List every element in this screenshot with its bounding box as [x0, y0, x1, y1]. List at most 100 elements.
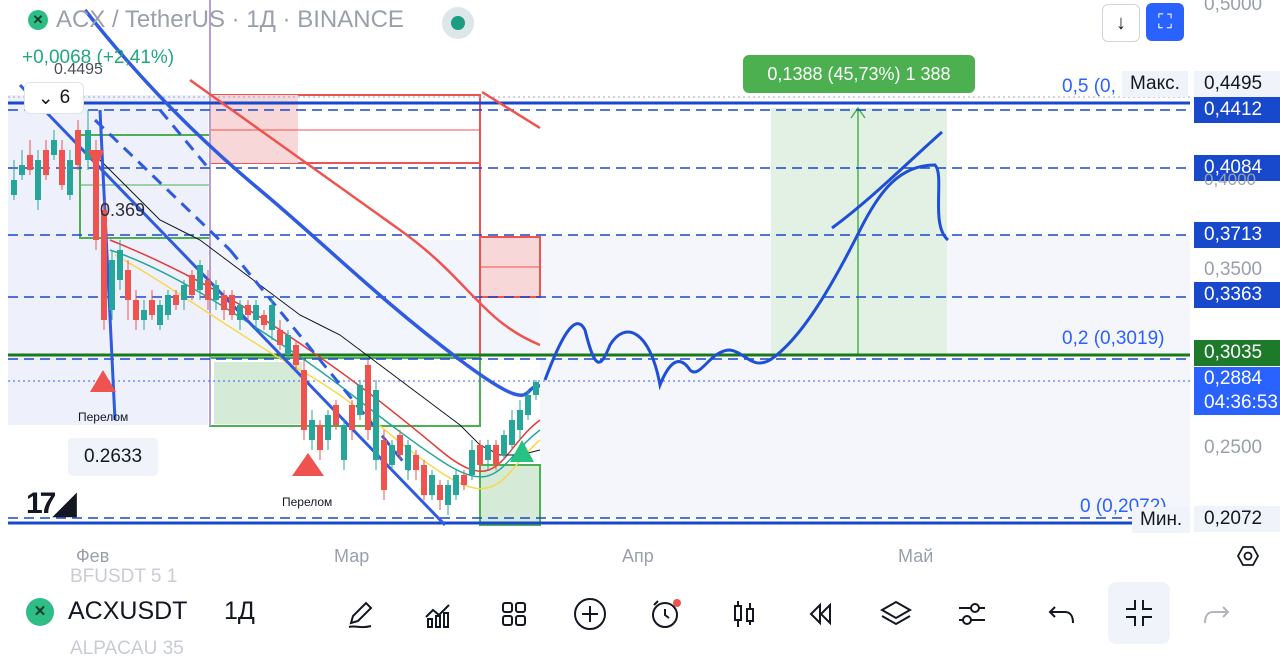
- candle-body: [413, 455, 419, 470]
- green-zone-box-2: [479, 464, 541, 526]
- candle-body: [229, 295, 235, 315]
- time-axis[interactable]: Фев Мар Апр Май: [0, 540, 1280, 576]
- candle-body: [269, 305, 275, 330]
- candle-body: [181, 285, 187, 300]
- time-tick-mar: Мар: [334, 546, 370, 566]
- arrow-down-button[interactable]: ↓: [1102, 4, 1140, 42]
- candle-body: [35, 160, 41, 200]
- candle-body: [349, 405, 355, 430]
- symbol-header[interactable]: ✕ ACX / TetherUS · 1Д · BINANCE: [28, 6, 404, 34]
- candle-body: [333, 405, 339, 425]
- templates-icon[interactable]: [494, 594, 534, 634]
- redo-icon[interactable]: [1196, 594, 1236, 634]
- channel-line-2: [93, 118, 232, 252]
- fullscreen-button[interactable]: ⛶: [1146, 3, 1184, 41]
- indicators-collapse-button[interactable]: ⌄ 6: [24, 82, 84, 114]
- alert-clock-icon[interactable]: [646, 594, 686, 634]
- candle-body: [285, 335, 291, 355]
- candlesticks: [11, 110, 539, 515]
- candle-body: [533, 382, 539, 395]
- interval-button[interactable]: 1Д: [224, 597, 255, 625]
- candle-body: [477, 445, 483, 465]
- candle-body: [75, 130, 81, 165]
- candle-body: [357, 385, 363, 415]
- candle-body: [51, 140, 57, 155]
- sell-signal-icon: [88, 150, 104, 170]
- candle-body: [445, 485, 451, 505]
- chart-settings-icon[interactable]: [1236, 544, 1260, 568]
- candle-body: [67, 160, 73, 195]
- last-price-tag: 0,2884 04:36:53: [1194, 367, 1280, 415]
- perelom-label-2: Перелом: [282, 495, 333, 509]
- candle-body: [501, 435, 507, 455]
- stair-line: [84, 149, 541, 456]
- buy-signal-icon-2: [292, 453, 324, 476]
- candle-body: [141, 310, 147, 320]
- measure-label: 0,1388 (45,73%) 1 388: [743, 55, 975, 93]
- candle-body: [27, 155, 33, 170]
- indicators-icon[interactable]: [418, 594, 458, 634]
- min-label: Мин.: [1132, 507, 1191, 533]
- last-price: 0,2884: [1204, 368, 1263, 389]
- price-tag-3713: 0,3713: [1194, 222, 1280, 248]
- candle-body: [245, 305, 251, 315]
- candle-body: [397, 435, 403, 455]
- candle-body: [149, 300, 155, 315]
- candle-body: [525, 395, 531, 415]
- candle-body: [381, 440, 387, 490]
- price-note-369: 0.369: [100, 200, 146, 220]
- settings-sliders-icon[interactable]: [952, 594, 992, 634]
- add-icon[interactable]: [570, 594, 610, 634]
- pencil-icon[interactable]: [340, 594, 380, 634]
- candle-body: [19, 165, 25, 175]
- symbol-title: ACX / TetherUS · 1Д · BINANCE: [56, 6, 404, 33]
- layers-icon[interactable]: [876, 594, 916, 634]
- candle-body: [189, 275, 195, 295]
- candle-body: [125, 270, 131, 300]
- undo-icon[interactable]: [1042, 594, 1082, 634]
- chart-pane[interactable]: ✕ ACX / TetherUS · 1Д · BINANCE +0,0068 …: [0, 0, 1280, 540]
- candle-body: [341, 425, 347, 460]
- time-tick-apr: Апр: [622, 546, 654, 566]
- ma-blue-thick: [83, 8, 541, 397]
- tradingview-logo-icon[interactable]: 17◢: [26, 487, 76, 520]
- projection-drawing: [543, 163, 950, 391]
- candle-body: [133, 300, 139, 320]
- candle-body: [405, 445, 411, 470]
- candle-body: [365, 365, 371, 430]
- bottom-toolbar: BFUSDT 5 1 ALPACAU 35 ✕ ACXUSDT 1Д: [0, 566, 1280, 659]
- price-tag-4084: 0,4084: [1194, 155, 1280, 181]
- buy-signal-icon-3: [510, 440, 534, 462]
- price-max-tag: 0,4495: [1194, 71, 1280, 97]
- chevron-down-icon: ⌄: [37, 87, 54, 109]
- collapse-icon[interactable]: [1108, 582, 1170, 644]
- candles-icon[interactable]: [724, 594, 764, 634]
- time-tick-feb: Фев: [76, 546, 110, 566]
- channel-line-3: [158, 109, 212, 171]
- candle-body: [325, 415, 331, 440]
- candle-body: [509, 420, 515, 445]
- buy-signal-icon: [90, 370, 116, 392]
- candle-body: [117, 250, 123, 280]
- replay-icon[interactable]: [800, 594, 840, 634]
- chart-canvas[interactable]: [0, 0, 1280, 540]
- candle-body: [429, 475, 435, 495]
- price-tick: 0,4000: [1204, 170, 1256, 189]
- acx-logo-icon[interactable]: ✕: [26, 598, 54, 626]
- market-status-icon[interactable]: [442, 7, 474, 39]
- candle-body: [221, 295, 227, 310]
- candle-countdown: 04:36:53: [1204, 392, 1278, 413]
- symbol-button[interactable]: ACXUSDT: [68, 597, 188, 625]
- candle-body: [517, 410, 523, 430]
- candle-body: [469, 450, 475, 475]
- candle-body: [85, 130, 91, 160]
- price-tag-4412: 0,4412: [1194, 97, 1280, 123]
- acx-logo-icon: ✕: [28, 10, 48, 30]
- perelom-label-1: Перелом: [78, 410, 129, 424]
- fib-label-02: 0,2 (0,3019): [1062, 328, 1165, 349]
- candle-body: [205, 280, 211, 300]
- low-price-label: 0.2633: [68, 438, 158, 476]
- candle-body: [59, 150, 65, 185]
- fullscreen-icon: ⛶: [1158, 11, 1172, 33]
- candle-body: [43, 150, 49, 175]
